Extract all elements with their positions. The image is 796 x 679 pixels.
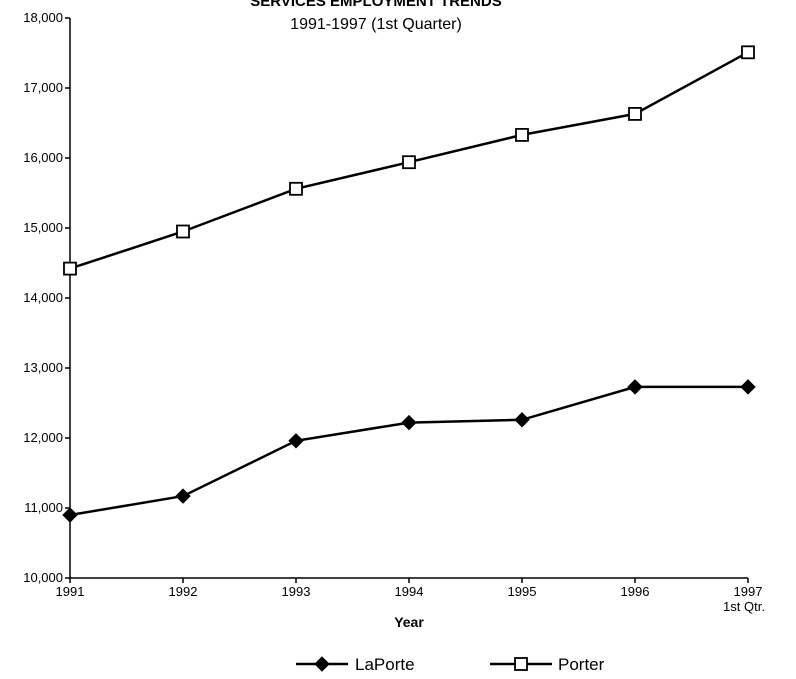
data-point-laporte <box>514 412 530 428</box>
x-tick-label: 1996 <box>621 584 650 599</box>
y-tick-label: 15,000 <box>23 220 63 235</box>
y-tick-label: 13,000 <box>23 360 63 375</box>
series-porter <box>63 45 755 276</box>
y-tick-label: 12,000 <box>23 430 63 445</box>
data-point-porter <box>289 181 303 196</box>
x-tick-label: 1991 <box>56 584 85 599</box>
x-tick-label: 1993 <box>282 584 311 599</box>
legend-marker-porter <box>514 657 528 671</box>
y-tick-label: 16,000 <box>23 150 63 165</box>
y-tick-label: 14,000 <box>23 290 63 305</box>
legend-marker-laporte <box>314 656 330 672</box>
x-tick-label: 1994 <box>395 584 424 599</box>
legend-label-laporte: LaPorte <box>355 655 415 674</box>
data-point-porter <box>628 107 642 121</box>
series-laporte-line <box>69 385 748 517</box>
series-layer <box>62 45 756 523</box>
x-tick-label: 1992 <box>169 584 198 599</box>
data-point-laporte <box>175 488 191 504</box>
data-point-laporte <box>627 379 643 395</box>
data-point-porter <box>63 261 77 276</box>
legend-label-porter: Porter <box>558 655 605 674</box>
data-point-laporte <box>62 507 78 523</box>
data-point-laporte <box>288 433 304 449</box>
y-tick-label: 11,000 <box>24 500 63 515</box>
data-point-laporte <box>740 379 756 395</box>
legend-item-porter: Porter <box>490 655 605 674</box>
y-tick-label: 10,000 <box>23 570 63 585</box>
x-axis-title: Year <box>394 614 424 630</box>
data-point-porter <box>176 224 190 239</box>
data-point-laporte <box>401 414 417 431</box>
x-tick-label: 1997 <box>734 584 763 599</box>
series-laporte <box>62 379 756 523</box>
data-point-porter <box>515 127 529 142</box>
data-point-porter <box>741 45 755 60</box>
x-tick-label: 1995 <box>508 584 537 599</box>
chart-title: SERVICES EMPLOYMENT TRENDS <box>250 0 501 10</box>
chart-subtitle: 1991-1997 (1st Quarter) <box>290 16 462 33</box>
y-tick-label: 18,000 <box>23 10 63 25</box>
legend-item-laporte: LaPorte <box>296 655 415 674</box>
x-tick-sublabel: 1st Qtr. <box>723 599 765 614</box>
data-point-porter <box>402 155 416 170</box>
y-tick-label: 17,000 <box>23 80 63 95</box>
y-axis-ticks: 10,000 11,000 12,000 13,000 14,000 15,000 16,0… <box>23 10 70 585</box>
legend: LaPorte Porter <box>296 655 605 674</box>
